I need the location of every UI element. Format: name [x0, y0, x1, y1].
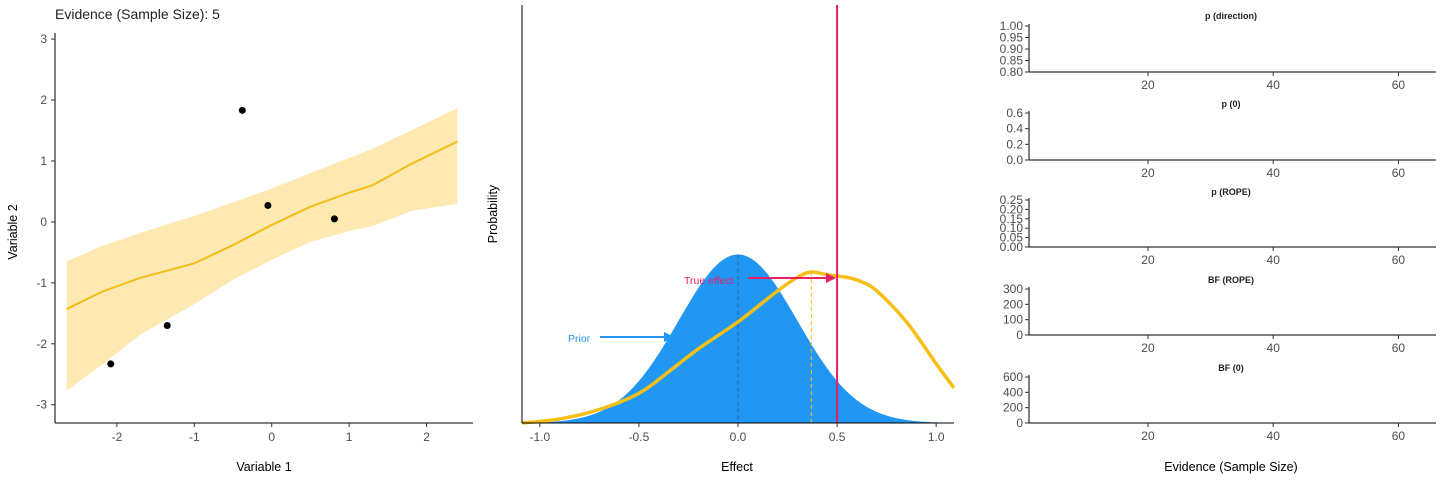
- x-tick-label: 40: [1267, 166, 1281, 180]
- y-tick-label: 0: [1016, 416, 1023, 430]
- y-tick-label: 0.4: [1006, 122, 1023, 136]
- y-tick-label: 400: [1003, 385, 1023, 399]
- subplot-title: p (direction): [1205, 11, 1257, 21]
- y-tick-label: 0.85: [1000, 54, 1024, 68]
- density-y-label: Probability: [486, 184, 500, 243]
- y-tick-label: 3: [40, 32, 47, 46]
- scatter-y-ticks: -3 -2 -1 0 1 2 3: [36, 32, 55, 412]
- prior-annotation: Prior: [568, 332, 674, 345]
- x-tick-label: 20: [1141, 166, 1155, 180]
- x-tick-label: 60: [1392, 253, 1406, 267]
- x-tick-label: 60: [1392, 429, 1406, 443]
- scatter-panel: Evidence (Sample Size): 5 -2 -1 0 1 2 -3 -2 -1…: [6, 6, 473, 474]
- y-tick-label: 0.2: [1006, 137, 1023, 151]
- indices-x-label: Evidence (Sample Size): [1164, 460, 1297, 474]
- y-tick-label: 100: [1003, 313, 1023, 327]
- x-tick-label: -0.5: [629, 430, 650, 444]
- density-x-label: Effect: [721, 460, 753, 474]
- scatter-x-label: Variable 1: [236, 460, 291, 474]
- y-tick-label: 0.20: [1000, 202, 1024, 216]
- y-tick-label: 300: [1003, 282, 1023, 296]
- true-effect-arrow-head: [826, 273, 836, 283]
- y-tick-label: -2: [36, 337, 47, 351]
- subplot-title: BF (0): [1218, 363, 1244, 373]
- x-tick-label: -2: [112, 430, 123, 444]
- x-tick-label: 1.0: [928, 430, 945, 444]
- y-tick-label: 0.95: [1000, 31, 1024, 45]
- y-tick-label: 200: [1003, 401, 1023, 415]
- scatter-x-ticks: -2 -1 0 1 2: [112, 423, 430, 444]
- x-tick-label: -1: [189, 430, 200, 444]
- x-tick-label: 0.0: [730, 430, 747, 444]
- y-tick-label: 0.80: [1000, 65, 1024, 79]
- y-tick-label: 200: [1003, 297, 1023, 311]
- regression-line: [66, 140, 458, 310]
- y-tick-label: 0: [1016, 328, 1023, 342]
- scatter-point: [163, 322, 171, 329]
- y-tick-label: -1: [36, 276, 47, 290]
- scatter-point: [330, 215, 338, 223]
- scatter-title: Evidence (Sample Size): 5: [55, 6, 220, 22]
- x-tick-label: 60: [1392, 341, 1406, 355]
- x-tick-label: 0: [268, 430, 275, 444]
- x-tick-label: 40: [1267, 253, 1281, 267]
- y-tick-label: 1.00: [1000, 19, 1024, 33]
- y-tick-label: -3: [36, 398, 47, 412]
- x-tick-label: 0.5: [829, 430, 846, 444]
- scatter-y-label: Variable 2: [6, 204, 20, 259]
- x-tick-label: 20: [1141, 78, 1155, 92]
- y-tick-label: 0.6: [1006, 106, 1023, 120]
- subplot-title: p (ROPE): [1211, 187, 1251, 197]
- true-effect-label: True effect: [684, 275, 734, 287]
- y-tick-label: 0.05: [1000, 231, 1024, 245]
- subplot-title: p (0): [1222, 99, 1241, 109]
- y-tick-label: 0: [40, 215, 47, 229]
- x-tick-label: 20: [1141, 341, 1155, 355]
- y-tick-label: 0.00: [1000, 240, 1024, 254]
- x-tick-label: -1.0: [529, 430, 550, 444]
- y-tick-label: 0.10: [1000, 221, 1024, 235]
- scatter-point: [107, 360, 115, 368]
- prior-arrow-head: [664, 332, 674, 342]
- x-tick-label: 60: [1392, 78, 1406, 92]
- y-tick-label: 0.90: [1000, 42, 1024, 56]
- x-tick-label: 2: [423, 430, 430, 444]
- indices-subplot: p (ROPE) 0.000.050.100.150.200.25 20 40 60: [1000, 187, 1436, 267]
- confidence-band: [66, 107, 458, 391]
- y-tick-label: 0.25: [1000, 193, 1024, 207]
- x-tick-label: 20: [1141, 429, 1155, 443]
- true-effect-annotation: True effect: [684, 273, 836, 287]
- scatter-point: [264, 201, 272, 209]
- x-tick-label: 20: [1141, 253, 1155, 267]
- x-tick-label: 40: [1267, 78, 1281, 92]
- y-tick-label: 0.0: [1006, 153, 1023, 167]
- scatter-point: [238, 106, 246, 114]
- x-tick-label: 60: [1392, 166, 1406, 180]
- subplot-title: BF (ROPE): [1208, 275, 1254, 285]
- indices-subplot: p (0) 0.0 0.20.4 0.6 20 40 60: [1006, 99, 1436, 180]
- y-tick-label: 1: [40, 154, 47, 168]
- y-tick-label: 0.15: [1000, 212, 1024, 226]
- density-x-ticks: -1.0 -0.5 0.0 0.5 1.0: [529, 423, 945, 444]
- x-tick-label: 1: [346, 430, 353, 444]
- prior-label: Prior: [568, 333, 591, 345]
- x-tick-label: 40: [1267, 429, 1281, 443]
- y-tick-label: 600: [1003, 370, 1023, 384]
- y-tick-label: 2: [40, 93, 47, 107]
- indices-subplot: p (direction) 0.800.850.900.951.00 20 40 60: [1000, 11, 1436, 92]
- scatter-points: [107, 106, 338, 368]
- density-panel: -1.0 -0.5 0.0 0.5 1.0 Prior True effect Effe…: [486, 5, 956, 474]
- x-tick-label: 40: [1267, 341, 1281, 355]
